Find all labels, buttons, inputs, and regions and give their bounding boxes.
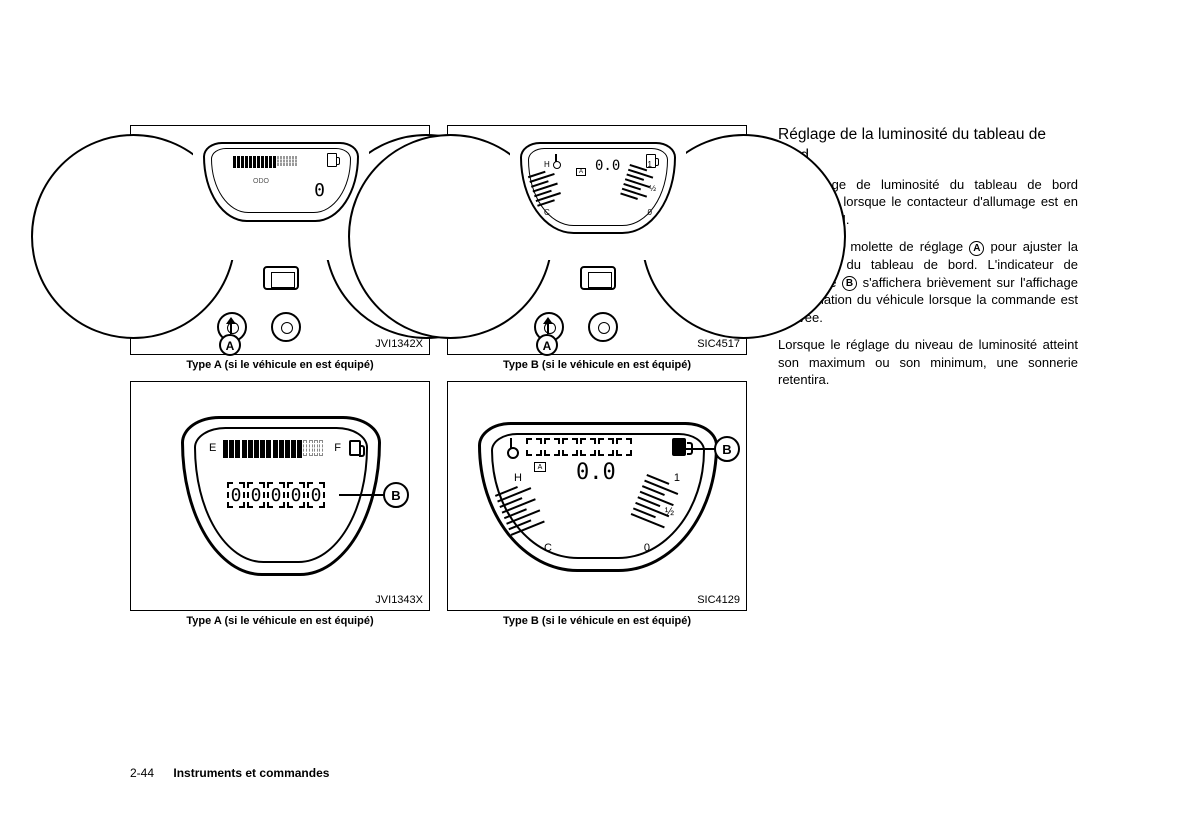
figure-3-code: JVI1343X (375, 594, 423, 606)
figure-2-code: SIC4517 (697, 338, 740, 350)
scale-1: 1 (648, 160, 652, 169)
figure-4-caption: Type B (si le véhicule en est équipé) (447, 615, 747, 627)
section-title: Instruments et commandes (173, 766, 329, 780)
scale-h: H (544, 160, 550, 169)
figure-3-box: E F 00000 B JVI1343X (130, 381, 430, 611)
callout-a: A (219, 334, 241, 356)
figure-4: A 0.0 H 1 ½ C 0 B SIC4129 Type B (si le … (447, 381, 747, 627)
section-heading: Réglage de la luminosité du tableau de b… (778, 125, 1078, 167)
scale-half: ½ (649, 184, 656, 193)
callout-b: B (383, 482, 409, 508)
figure-3-caption: Type A (si le véhicule en est équipé) (130, 615, 430, 627)
page-number: 2-44 (130, 766, 154, 780)
odo-label: ODO (253, 178, 269, 185)
page-content: ODO 0 A JVI1342X Type A (si le véhicule … (130, 125, 1100, 627)
figure-2-caption: Type B (si le véhicule en est équipé) (447, 359, 747, 371)
fuel-f: F (334, 442, 341, 454)
inline-callout-a: A (969, 241, 984, 256)
figure-4-code: SIC4129 (697, 594, 740, 606)
figures-grid: ODO 0 A JVI1342X Type A (si le véhicule … (130, 125, 750, 627)
mini-screen-icon (580, 266, 616, 290)
scale-0: 0 (648, 208, 652, 217)
temp-icon (506, 438, 516, 454)
digit-row: 00000 (227, 482, 327, 508)
fuel-pump-icon (672, 438, 686, 456)
fuel-pump-icon (327, 153, 337, 167)
figure-2: A 0.0 H C 1 0 ½ (447, 125, 747, 371)
fuel-pump-icon (349, 440, 361, 456)
figure-1-caption: Type A (si le véhicule en est équipé) (130, 359, 430, 371)
fuel-e: E (209, 442, 216, 454)
knob-right (588, 312, 618, 342)
a-square: A (576, 168, 586, 176)
digit-value: 0 (314, 180, 325, 201)
scale-c: C (544, 208, 550, 217)
digits: 0.0 (576, 460, 616, 485)
page-footer: 2-44 Instruments et commandes (130, 766, 329, 780)
knob-right (271, 312, 301, 342)
inline-callout-b: B (842, 276, 857, 291)
figure-2-box: A 0.0 H C 1 0 ½ (447, 125, 747, 355)
figure-3: E F 00000 B JVI1343X Type A (si le véhic… (130, 381, 430, 627)
digits: 0.0 (595, 158, 620, 174)
mini-screen-icon (263, 266, 299, 290)
callout-a: A (536, 334, 558, 356)
figure-1-code: JVI1342X (375, 338, 423, 350)
callout-b: B (714, 436, 740, 462)
paragraph-3: Lorsque le réglage du niveau de luminosi… (778, 336, 1078, 389)
figure-4-box: A 0.0 H 1 ½ C 0 B SIC4129 (447, 381, 747, 611)
